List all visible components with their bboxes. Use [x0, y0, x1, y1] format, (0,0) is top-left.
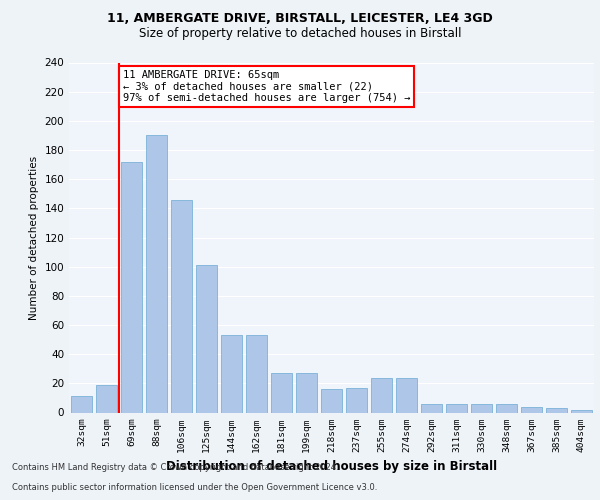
Bar [396, 378, 417, 412]
Text: 11, AMBERGATE DRIVE, BIRSTALL, LEICESTER, LE4 3GD: 11, AMBERGATE DRIVE, BIRSTALL, LEICESTER… [107, 12, 493, 25]
Bar [571, 410, 592, 412]
X-axis label: Distribution of detached houses by size in Birstall: Distribution of detached houses by size … [166, 460, 497, 473]
Bar [146, 136, 167, 412]
Bar [196, 265, 217, 412]
Bar [71, 396, 92, 412]
Bar [246, 335, 267, 412]
Bar [446, 404, 467, 412]
Bar [546, 408, 567, 412]
Bar [121, 162, 142, 412]
Text: Contains public sector information licensed under the Open Government Licence v3: Contains public sector information licen… [12, 484, 377, 492]
Text: Contains HM Land Registry data © Crown copyright and database right 2024.: Contains HM Land Registry data © Crown c… [12, 464, 338, 472]
Bar [346, 388, 367, 412]
Bar [371, 378, 392, 412]
Bar [221, 335, 242, 412]
Bar [171, 200, 192, 412]
Text: 11 AMBERGATE DRIVE: 65sqm
← 3% of detached houses are smaller (22)
97% of semi-d: 11 AMBERGATE DRIVE: 65sqm ← 3% of detach… [123, 70, 410, 103]
Bar [321, 389, 342, 412]
Bar [296, 373, 317, 412]
Bar [496, 404, 517, 412]
Text: Size of property relative to detached houses in Birstall: Size of property relative to detached ho… [139, 28, 461, 40]
Y-axis label: Number of detached properties: Number of detached properties [29, 156, 39, 320]
Bar [96, 385, 117, 412]
Bar [271, 373, 292, 412]
Bar [421, 404, 442, 412]
Bar [471, 404, 492, 412]
Bar [521, 406, 542, 412]
